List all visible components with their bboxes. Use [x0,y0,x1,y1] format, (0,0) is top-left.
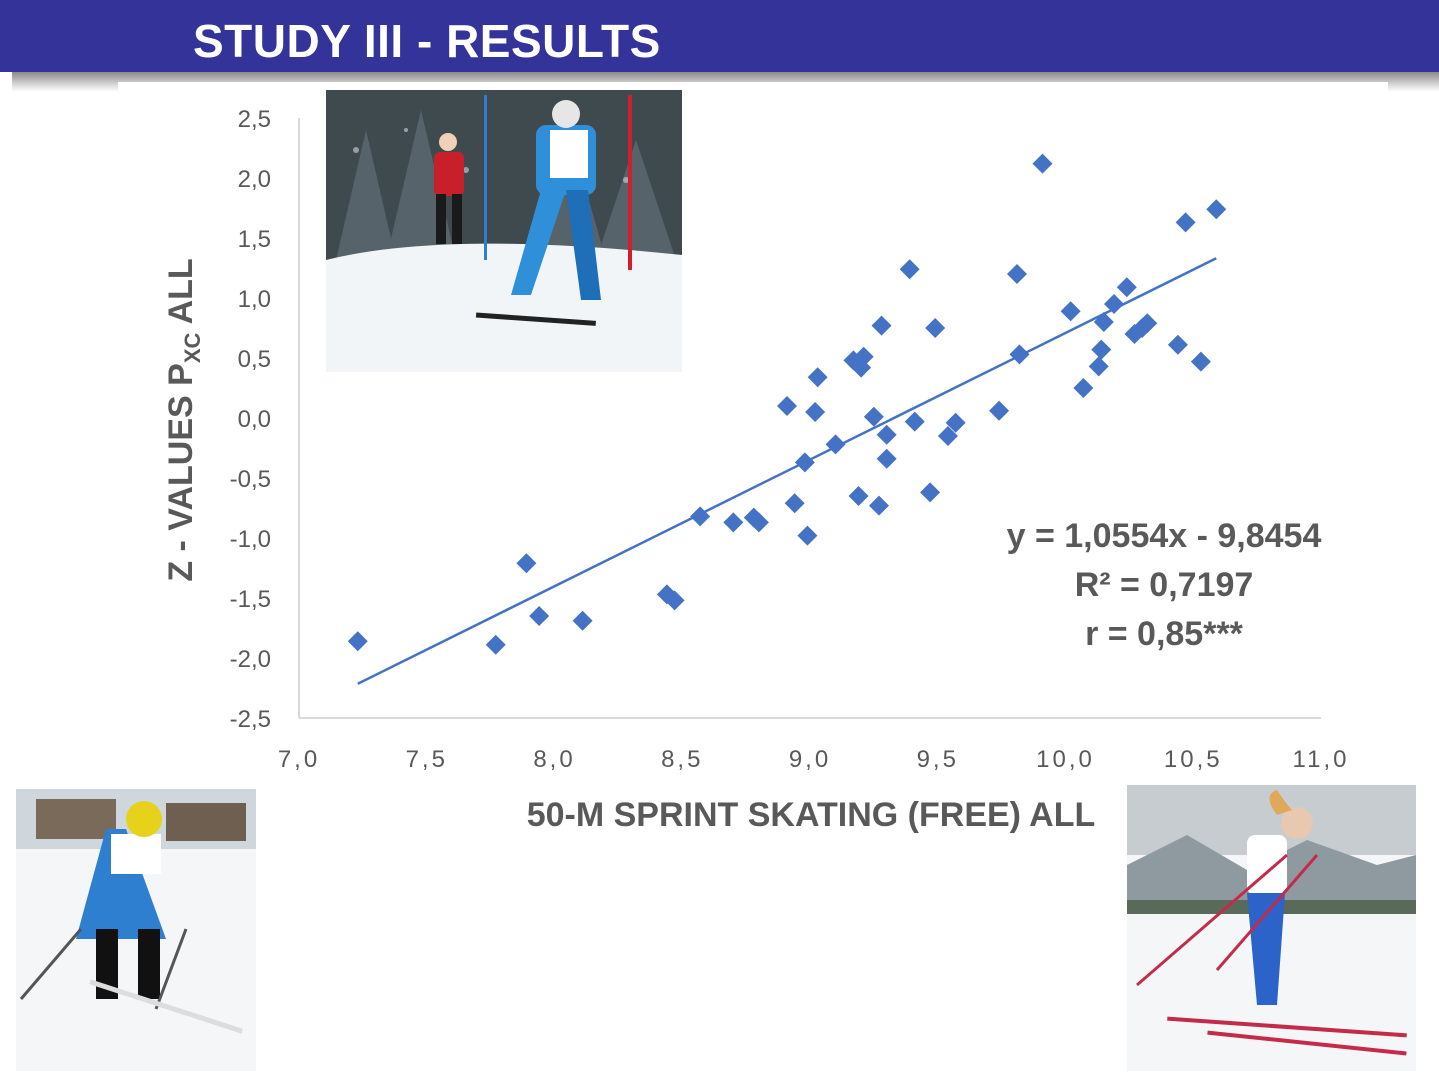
y-axis-label-tail: ALL [162,258,200,324]
data-point [825,434,846,455]
data-point [1060,301,1081,322]
y-tick-label: -0,5 [230,466,271,493]
data-point [863,406,884,427]
data-point [871,315,892,336]
photo-skier-yellow-hat [16,789,256,1071]
y-tick-label: -1,0 [230,526,271,553]
data-point [1032,153,1053,174]
x-tick-label: 7,0 [278,746,320,773]
y-tick-label: -1,5 [230,586,271,613]
data-point [723,512,744,533]
skier-blue [475,100,601,326]
y-tick-label: -2,5 [230,706,271,733]
y-tick-label: 0,0 [238,406,271,433]
regression-annotations: y = 1,0554x - 9,8454 R² = 0,7197 r = 0,8… [1007,517,1322,653]
data-point [748,512,769,533]
data-point [868,495,889,516]
data-point [989,400,1010,421]
data-point [876,424,897,445]
data-point [925,318,946,338]
data-point [664,590,685,611]
data-point [485,634,506,655]
correlation-label: r = 0,85*** [1085,615,1244,653]
photo-skiers-race [326,90,682,372]
slide-title: STUDY III - RESULTS [193,15,661,67]
data-point [848,486,869,506]
data-point [1006,264,1027,284]
x-tick-label: 8,5 [661,746,703,773]
header-bar [0,0,1439,72]
data-point [807,367,828,388]
data-point [899,259,920,280]
y-axis-label-main: Z - VALUES P [162,363,200,582]
equation-label: y = 1,0554x - 9,8454 [1007,517,1322,555]
data-point [529,606,550,626]
y-axis-label: Z - VALUES PXC ALL [162,258,205,581]
data-point [1167,334,1188,355]
x-tick-label: 7,5 [406,746,448,773]
data-point [1190,351,1211,372]
data-point [1093,312,1114,332]
data-point [794,452,815,473]
data-point [1009,344,1030,365]
r-squared-label: R² = 0,7197 [1075,566,1254,604]
y-tick-label: -2,0 [230,646,271,673]
data-point [1088,356,1109,377]
data-point [347,631,368,652]
data-point [937,426,958,446]
photo-skier-skating [1127,785,1416,1071]
skier-red [434,133,464,244]
data-point [805,402,826,422]
tick-labels: 2,5 2,0 1,5 1,0 0,5 0,0 -0,5 -1,0 -1,5 -2,0 -2,5 7,… [230,106,1350,773]
data-point [1137,313,1158,334]
data-point [853,346,874,367]
data-point [1116,277,1137,298]
data-point [690,506,711,527]
x-tick-label: 10,5 [1164,746,1223,773]
y-tick-label: 2,0 [238,166,271,193]
data-point [777,396,798,416]
data-point [1175,212,1196,233]
y-tick-label: 2,5 [238,106,271,133]
trendline-group [357,257,1217,685]
trendline [357,257,1217,685]
data-point [945,412,966,433]
data-point [572,610,593,631]
y-axis-label-subscript: XC [180,332,205,363]
x-tick-label: 9,0 [789,746,831,773]
y-tick-label: 0,5 [238,346,271,373]
x-tick-label: 11,0 [1293,746,1350,773]
data-point [1104,294,1125,314]
y-tick-label: 1,0 [238,286,271,313]
data-point [876,448,897,469]
data-point [797,525,818,546]
data-point [516,553,537,574]
axes [298,118,1321,719]
x-tick-label: 9,5 [917,746,959,773]
data-point [920,482,941,503]
data-point [904,411,925,432]
data-point [1091,339,1112,360]
data-point [1206,199,1227,220]
data-point [784,493,805,514]
x-tick-label: 8,0 [533,746,575,773]
y-tick-label: 1,5 [238,226,271,253]
data-points [347,153,1227,655]
x-axis-label: 50-M SPRINT SKATING (FREE) ALL [527,796,1096,834]
data-point [1073,378,1094,398]
x-tick-label: 10,0 [1036,746,1095,773]
